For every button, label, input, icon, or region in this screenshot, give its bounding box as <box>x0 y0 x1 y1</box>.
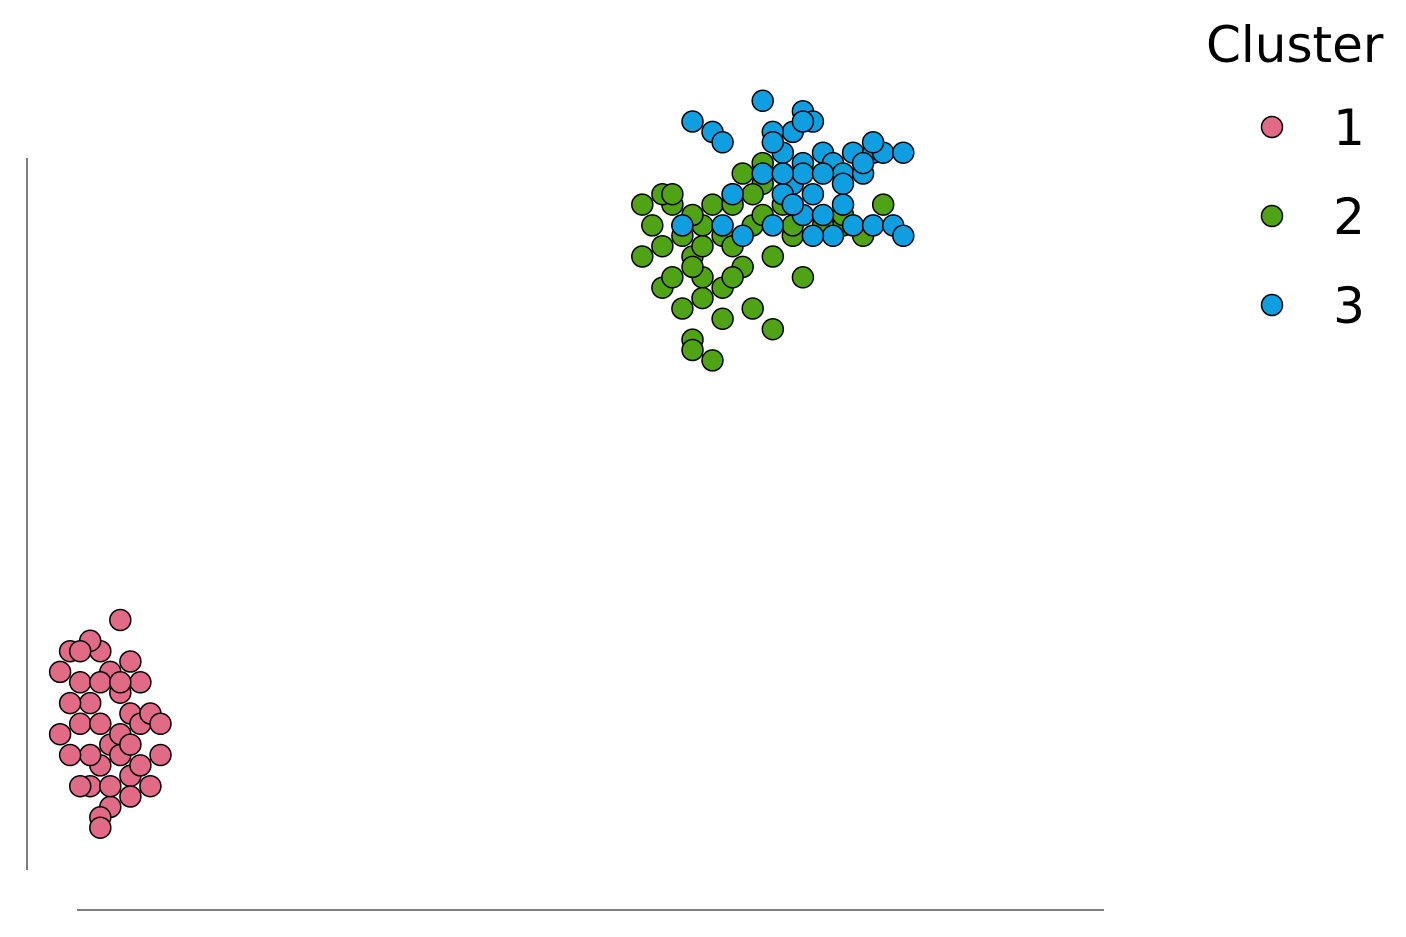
point-cluster-1-8 <box>68 671 92 694</box>
point-cluster-1-26 <box>89 671 112 694</box>
point-cluster-2-46 <box>701 349 724 372</box>
point-cluster-1-39 <box>58 743 82 767</box>
legend-item-2: 2 <box>1260 188 1365 246</box>
point-cluster-1-25 <box>58 691 82 715</box>
point-cluster-1-34 <box>89 816 112 839</box>
points-layer <box>48 89 915 839</box>
point-cluster-3-42 <box>801 224 825 248</box>
point-cluster-3-23 <box>761 214 785 237</box>
point-cluster-3-29 <box>791 162 815 185</box>
point-cluster-3-33 <box>892 141 915 164</box>
point-cluster-1-37 <box>68 774 92 798</box>
point-cluster-3-18 <box>892 224 915 248</box>
point-cluster-1-35 <box>119 733 142 756</box>
point-cluster-2-19 <box>731 162 754 185</box>
point-cluster-1-22 <box>119 650 142 673</box>
legend-label-2: 2 <box>1333 188 1365 246</box>
legend-item-1: 1 <box>1260 99 1365 157</box>
point-cluster-1-32 <box>48 660 72 684</box>
point-cluster-3-25 <box>731 224 754 248</box>
point-cluster-3-35 <box>681 110 704 133</box>
point-cluster-2-26 <box>741 297 764 320</box>
point-cluster-3-37 <box>751 162 774 185</box>
point-cluster-1-7 <box>78 691 102 715</box>
point-cluster-3-13 <box>811 203 835 227</box>
point-cluster-3-36 <box>711 131 734 154</box>
legend-label-1: 1 <box>1333 99 1365 157</box>
legend-item-3: 3 <box>1260 277 1365 335</box>
point-cluster-3-43 <box>771 162 795 185</box>
point-cluster-3-40 <box>761 131 785 154</box>
point-cluster-1-23 <box>129 671 152 694</box>
point-cluster-3-38 <box>861 131 885 154</box>
point-cluster-2-48 <box>691 234 714 258</box>
point-cluster-2-23 <box>671 297 694 320</box>
point-cluster-3-44 <box>671 214 694 237</box>
point-cluster-3-10 <box>801 182 825 206</box>
legend-label-3: 3 <box>1333 277 1365 335</box>
point-cluster-2-50 <box>641 214 664 237</box>
point-cluster-1-33 <box>149 712 172 736</box>
point-cluster-1-27 <box>68 639 92 663</box>
point-cluster-1-17 <box>139 774 162 798</box>
point-cluster-3-16 <box>861 214 885 237</box>
legend-marker-2 <box>1260 204 1284 228</box>
point-cluster-3-41 <box>851 151 875 175</box>
point-cluster-3-24 <box>711 214 734 237</box>
point-cluster-3-32 <box>811 162 835 185</box>
point-cluster-2-38 <box>651 234 674 258</box>
legend-marker-1 <box>1260 115 1284 139</box>
point-cluster-2-33 <box>661 182 684 206</box>
point-cluster-1-28 <box>109 608 132 632</box>
point-cluster-2-9 <box>701 193 724 216</box>
legend: Cluster 1 2 3 <box>1206 16 1384 335</box>
point-cluster-2-24 <box>711 307 734 331</box>
point-cluster-3-26 <box>721 182 744 206</box>
point-cluster-1-18 <box>119 785 142 808</box>
point-cluster-1-38 <box>89 712 112 736</box>
point-cluster-3-39 <box>751 89 774 113</box>
point-cluster-2-34 <box>631 193 654 216</box>
legend-items: 1 2 3 <box>1260 99 1365 335</box>
point-cluster-3-15 <box>821 224 845 248</box>
point-cluster-2-40 <box>681 255 704 279</box>
point-cluster-2-47 <box>721 266 744 289</box>
point-cluster-2-43 <box>791 266 815 289</box>
point-cluster-3-34 <box>791 110 815 133</box>
legend-marker-3 <box>1260 293 1284 317</box>
point-cluster-2-39 <box>661 266 684 289</box>
point-cluster-1-10 <box>48 722 72 746</box>
point-cluster-3-14 <box>841 214 865 237</box>
point-cluster-2-31 <box>741 182 764 206</box>
point-cluster-2-13 <box>761 245 785 268</box>
point-cluster-1-16 <box>149 743 172 767</box>
point-cluster-2-27 <box>761 317 785 341</box>
point-cluster-3-31 <box>831 193 855 216</box>
point-cluster-3-19 <box>831 172 855 196</box>
point-cluster-2-51 <box>631 245 654 268</box>
point-cluster-2-44 <box>871 193 895 216</box>
point-cluster-1-31 <box>129 754 152 777</box>
point-cluster-1-30 <box>99 774 122 798</box>
point-cluster-1-36 <box>109 671 132 694</box>
point-cluster-1-29 <box>78 743 102 767</box>
point-cluster-2-22 <box>691 286 714 310</box>
point-cluster-2-45 <box>681 338 704 362</box>
legend-title: Cluster <box>1206 16 1384 74</box>
point-cluster-3-30 <box>781 193 805 216</box>
point-cluster-1-14 <box>68 712 92 736</box>
